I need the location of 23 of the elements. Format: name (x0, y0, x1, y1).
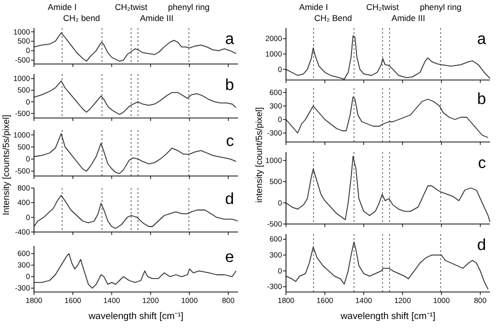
text: phenyl ring (168, 2, 210, 12)
text: Amide III (140, 13, 174, 23)
chart-title: d (225, 191, 234, 208)
chart-title: a (477, 31, 486, 48)
chart-title: b (477, 91, 486, 108)
chart-title: c (478, 155, 486, 172)
y-axis-title: Intensity [counts/5s/pixel] (1, 114, 11, 216)
text: Amide I (48, 2, 77, 12)
chart-title: d (477, 237, 486, 254)
chart-title: e (225, 249, 234, 266)
text: CH₂twist (366, 2, 400, 12)
text: Amide I (299, 2, 328, 12)
text: Amide III (392, 13, 426, 23)
text: CH₂ Bend (314, 13, 352, 23)
chart-title: b (225, 77, 234, 94)
text: CH₂twist (114, 2, 148, 12)
x-axis-title: wavelength shift [cm⁻¹] (340, 311, 436, 322)
text: CH₂ bend (63, 13, 100, 23)
chart-title: c (226, 133, 234, 150)
y-axis-title: intensity [count/5s/pixel] (254, 107, 264, 203)
x-axis-title: wavelength shift [cm⁻¹] (88, 311, 184, 322)
text: phenyl ring (420, 2, 462, 12)
chart-title: a (225, 31, 234, 48)
